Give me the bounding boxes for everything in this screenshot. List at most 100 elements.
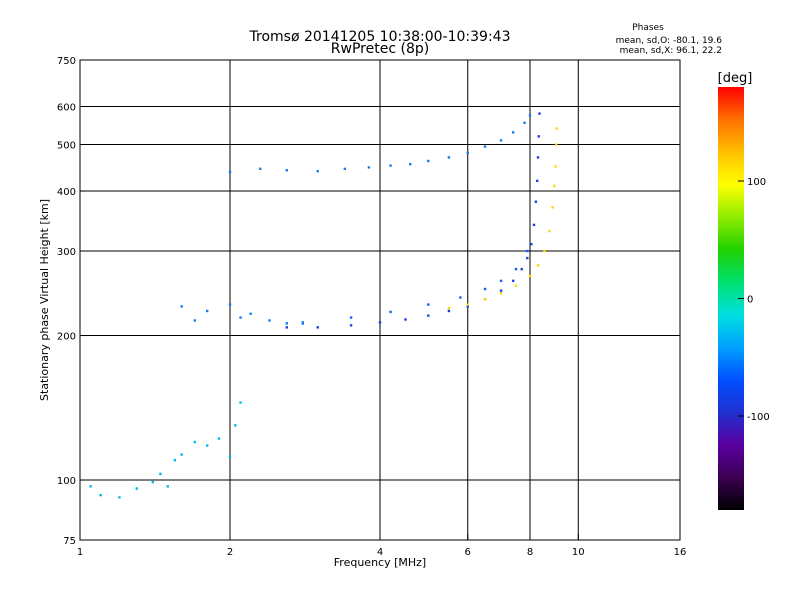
- data-point: [228, 170, 232, 174]
- y-axis-label: Stationary phase Virtual Height [km]: [38, 199, 51, 401]
- data-point: [367, 166, 371, 169]
- data-point: [483, 287, 487, 291]
- data-point: [554, 165, 557, 168]
- data-point: [499, 139, 503, 142]
- y-tick-label: 500: [57, 141, 76, 152]
- data-point: [466, 305, 469, 308]
- data-point: [483, 145, 487, 148]
- data-point: [118, 496, 121, 499]
- data-point: [543, 249, 546, 253]
- data-point: [499, 292, 503, 295]
- data-point: [499, 289, 503, 292]
- colorbar-tick-label: 100: [747, 177, 766, 188]
- data-point: [530, 242, 533, 246]
- data-point: [239, 316, 242, 319]
- data-point: [499, 279, 503, 283]
- x-tick-label: 2: [227, 547, 233, 558]
- phase-stats-heading: Phases: [632, 23, 664, 33]
- data-point: [166, 485, 169, 488]
- x-tick-label: 10: [572, 547, 585, 558]
- data-point: [404, 318, 407, 321]
- data-point: [378, 321, 382, 324]
- data-point: [520, 267, 523, 271]
- data-point: [548, 229, 551, 233]
- data-point: [285, 322, 288, 325]
- x-tick-label: 8: [527, 547, 533, 558]
- data-point: [180, 305, 183, 308]
- data-point: [427, 159, 430, 163]
- data-point: [409, 162, 412, 166]
- data-point: [193, 319, 197, 322]
- data-point: [193, 440, 197, 444]
- grid: [80, 60, 680, 540]
- data-point: [466, 151, 469, 155]
- colorbar-tick-label: -100: [747, 412, 770, 423]
- data-point: [555, 143, 558, 146]
- data-point: [173, 458, 177, 462]
- data-point: [316, 326, 319, 329]
- phase-stats-x: mean, sd,X: 96.1, 22.2: [620, 46, 722, 56]
- data-point: [537, 135, 540, 138]
- data-point: [528, 114, 532, 117]
- y-tick-label: 200: [57, 332, 76, 343]
- data-point: [532, 223, 536, 227]
- data-point: [259, 167, 262, 171]
- x-axis-label: Frequency [MHz]: [334, 556, 426, 569]
- data-point: [427, 314, 430, 317]
- data-points: [89, 112, 558, 499]
- data-point: [523, 121, 526, 124]
- data-point: [551, 206, 554, 209]
- data-point: [514, 267, 518, 271]
- data-point: [217, 437, 221, 440]
- data-point: [343, 167, 347, 171]
- data-point: [285, 169, 288, 172]
- data-point: [526, 256, 529, 260]
- x-tick-label: 4: [377, 547, 383, 558]
- data-point: [536, 156, 540, 159]
- data-point: [234, 424, 237, 427]
- data-point: [205, 309, 209, 313]
- data-point: [528, 274, 532, 278]
- data-point: [526, 249, 529, 253]
- phase-stats-o: mean, sd,O: -80.1, 19.6: [616, 36, 723, 46]
- data-point: [180, 453, 183, 456]
- y-tick-label: 75: [63, 536, 76, 547]
- data-point: [427, 303, 430, 306]
- data-point: [483, 298, 487, 301]
- y-tick-label: 100: [57, 476, 76, 487]
- data-point: [389, 310, 392, 314]
- data-point: [511, 279, 515, 283]
- data-point: [459, 296, 462, 299]
- x-axis-ticks: 1 2 4 6 8 10 16: [77, 534, 686, 558]
- data-point: [349, 316, 353, 319]
- data-point: [447, 307, 451, 310]
- data-point: [89, 485, 92, 488]
- colorbar-ticks: 100 0 -100: [738, 177, 770, 423]
- data-point: [389, 164, 392, 167]
- data-point: [447, 309, 451, 313]
- data-point: [349, 324, 353, 327]
- y-tick-label: 400: [57, 187, 76, 198]
- data-point: [151, 480, 155, 484]
- data-point: [534, 200, 538, 203]
- data-point: [268, 319, 271, 322]
- data-point: [205, 444, 209, 447]
- data-point: [285, 326, 288, 329]
- data-point: [99, 493, 102, 497]
- data-point: [535, 179, 539, 183]
- data-point: [511, 131, 515, 134]
- data-point: [466, 303, 469, 306]
- y-tick-label: 750: [57, 56, 76, 67]
- data-point: [135, 487, 138, 490]
- y-axis-ticks: 75 100 200 300 400 500 600 750: [57, 56, 86, 547]
- data-point: [239, 401, 242, 404]
- chart-subtitle: RwPretec (8p): [331, 41, 429, 57]
- data-point: [538, 112, 541, 115]
- data-point: [553, 184, 556, 188]
- data-point: [447, 156, 451, 159]
- data-point: [555, 127, 558, 130]
- data-point: [301, 321, 305, 324]
- data-point: [316, 169, 319, 173]
